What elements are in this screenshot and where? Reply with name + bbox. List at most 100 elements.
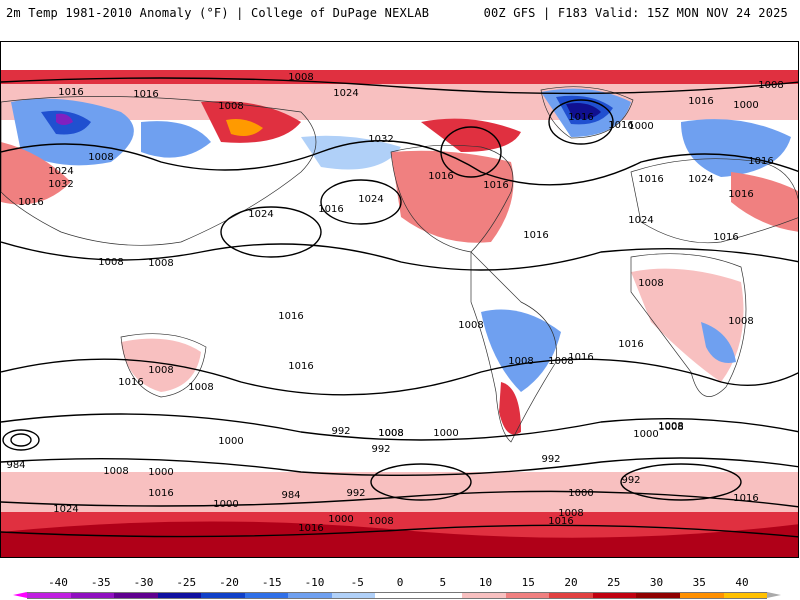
- colorbar-tick-label: -40: [48, 576, 68, 589]
- isobar-label: 1016: [483, 180, 508, 191]
- isobar-label: 1016: [523, 230, 548, 241]
- colorbar-segment: [549, 592, 593, 599]
- colorbar-tick-label: -30: [133, 576, 154, 589]
- arctic-warm-core: [1, 70, 798, 84]
- isobar-label: 1016: [568, 352, 593, 363]
- argentina-warm: [499, 382, 521, 435]
- colorbar-tick-label: -35: [90, 576, 111, 589]
- run-valid-time: 00Z GFS | F183 Valid: 15Z MON NOV 24 202…: [483, 6, 788, 20]
- isobar-label: 1024: [628, 215, 653, 226]
- colorbar-segment: [418, 592, 463, 599]
- australia-warm: [121, 338, 201, 392]
- isobar-label: 1016: [318, 204, 343, 215]
- isobar-label: 1000: [433, 428, 458, 439]
- anomaly-map[interactable]: 1008 1016 1024 1016 1008 1008 1016 1024 1032 1032…: [0, 41, 799, 558]
- isobar-label: 1016: [618, 339, 643, 350]
- colorbar-tick-label: 10: [478, 576, 493, 589]
- isobar-label: 1016: [733, 493, 758, 504]
- isobar-label: 1008: [88, 152, 113, 163]
- map-title: 2m Temp 1981-2010 Anomaly (°F) | College…: [6, 6, 430, 20]
- colorbar-bar: [27, 592, 768, 599]
- isobar-label: 1024: [53, 504, 78, 515]
- isobar-label: 1016: [748, 156, 773, 167]
- colorbar-segment: [462, 592, 506, 599]
- isobar-label: 1024: [688, 174, 713, 185]
- colorbar-tick-label: 30: [649, 576, 664, 589]
- isobar-label: 984: [6, 460, 25, 471]
- coastlines: [1, 86, 798, 443]
- isobar-label: 1024: [48, 166, 73, 177]
- colorbar-tick-label: 20: [564, 576, 578, 589]
- southern-africa-cool: [701, 322, 736, 363]
- colorbar-tick-label: -15: [261, 576, 282, 589]
- central-asia-warm: [1, 142, 71, 205]
- colorbar-segment: [288, 592, 332, 599]
- colorbar-segment: [244, 592, 289, 599]
- north-america-warm: [391, 150, 514, 243]
- isobar-label: 1032: [48, 179, 73, 190]
- colorbar-segment: [679, 592, 724, 599]
- isobar-label: 1016: [713, 232, 738, 243]
- isobar-label: 1016: [298, 523, 323, 534]
- isobar-label: 1008: [378, 428, 403, 439]
- isobar-label: 1008: [148, 365, 173, 376]
- isobar-label: 1016: [548, 516, 573, 527]
- isobar-label: 1024: [333, 88, 358, 99]
- colorbar-tick-label: 0: [396, 576, 404, 589]
- isobar-label: 1008: [368, 516, 393, 527]
- isobar-label: 1008: [638, 278, 663, 289]
- isobar-label: 1000: [568, 488, 593, 499]
- isobar-label: 1016: [288, 361, 313, 372]
- colorbar-segment: [114, 592, 158, 599]
- isobar-label: 1000: [218, 436, 243, 447]
- isobar-label: 1016: [428, 171, 453, 182]
- colorbar-tick-label: -5: [350, 576, 364, 589]
- greenland-deep-cold: [566, 103, 601, 120]
- isobar-label: 1016: [688, 96, 713, 107]
- isobar-label: 1008: [103, 466, 128, 477]
- isobar-label: 1016: [638, 174, 663, 185]
- isobar-label: 1008: [548, 356, 573, 367]
- isobar-label: 1008: [378, 428, 403, 439]
- isobar-label: 1008: [728, 316, 753, 327]
- isobar-label: 1000: [328, 514, 353, 525]
- colorbar-tick-label: 25: [607, 576, 621, 589]
- isobar-label: 1008: [188, 382, 213, 393]
- colorbar-segment: [505, 592, 550, 599]
- colorbar-segment: [636, 592, 680, 599]
- isobar-label: 1016: [568, 112, 593, 123]
- isobar-label: 1016: [728, 189, 753, 200]
- isobar-label: 992: [541, 454, 560, 465]
- isobar-label: 1000: [213, 499, 238, 510]
- south-america-cool: [481, 309, 561, 392]
- colorbar-segment: [157, 592, 202, 599]
- east-siberia-extreme-warm: [226, 119, 263, 136]
- europe-cold: [681, 119, 791, 177]
- mideast-warm: [731, 172, 798, 232]
- isobar-label: 1016: [118, 377, 143, 388]
- isobar-label: 1016: [608, 120, 633, 131]
- colorbar-tick-label: 15: [521, 576, 535, 589]
- isobar-label: 1008: [658, 422, 683, 433]
- isobar-label: 992: [331, 426, 350, 437]
- isobar-label: 992: [346, 488, 365, 499]
- colorbar-tick-label: 40: [735, 576, 749, 589]
- colorbar-labels: -40 -35 -30 -25 -20 -15 -10 -5 0 5 10 15 20 25 30 35 40: [0, 576, 800, 590]
- isobar-label: 1016: [278, 311, 303, 322]
- isobar-label: 1008: [508, 356, 533, 367]
- colorbar-tick-label: -20: [219, 576, 239, 589]
- isobar-label: 1008: [98, 257, 123, 268]
- colorbar-tick-label: 35: [692, 576, 706, 589]
- isobar-label: 1016: [58, 87, 83, 98]
- isobar-label: 1016: [133, 89, 158, 100]
- colorbar: -40 -35 -30 -25 -20 -15 -10 -5 0 5 10 15 20 25 30 35 40: [0, 564, 800, 600]
- colorbar-tick-label: -10: [304, 576, 325, 589]
- colorbar-segment: [331, 592, 376, 599]
- isobar-label: 1000: [148, 467, 173, 478]
- isobar-label: 992: [621, 475, 640, 486]
- isobar-label: 1016: [18, 197, 43, 208]
- isobar-label: 1008: [758, 80, 783, 91]
- isobar-label: 1008: [148, 258, 173, 269]
- colorbar-segment: [723, 592, 768, 599]
